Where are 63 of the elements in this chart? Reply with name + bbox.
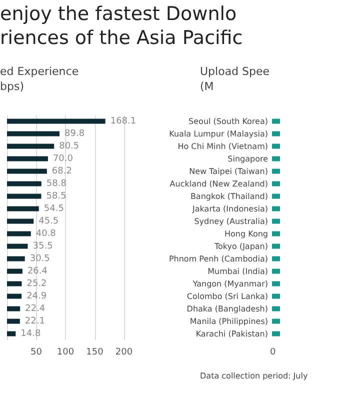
text: 70.0: [52, 154, 73, 164]
y-tick-label: New Taipei (Taiwan): [189, 166, 268, 176]
bar: [7, 268, 22, 274]
text: 0: [270, 348, 276, 358]
y-tick-label: Manila (Philippines): [190, 316, 268, 326]
y-tick-label: Hong Kong: [224, 229, 268, 238]
y-tick-label: Bangkok (Thailand): [190, 192, 268, 201]
text: 54.5: [44, 204, 64, 214]
bar: [7, 181, 42, 186]
x-tick-label: 50: [30, 348, 42, 358]
text: 25.2: [26, 278, 47, 289]
x-tick-label: 200: [115, 348, 133, 358]
text: 30.5: [30, 254, 50, 264]
y-tick-label: Karachi (Pakistan): [196, 329, 268, 338]
y-tick-label: Mumbai (India): [208, 266, 268, 276]
x-axis-title: Upload Spee (M: [200, 65, 270, 93]
text: 14.8: [20, 328, 41, 339]
x-tick-label: 100: [56, 348, 74, 358]
bar: [7, 256, 25, 262]
bar: [7, 331, 16, 336]
y-tick-label: Auckland (New Zealand): [170, 179, 268, 188]
text: Data collection period: July: [200, 372, 308, 380]
text: 22.4: [25, 304, 46, 314]
bar: [7, 168, 47, 174]
y-tick-label: Tokyo (Japan): [214, 242, 268, 251]
y-tick-label: Sydney (Australia): [194, 216, 268, 226]
bar: [7, 218, 34, 224]
text: 45.5: [38, 216, 59, 226]
bar: [7, 131, 60, 136]
bar: [7, 156, 48, 162]
x-axis-title: ed Experience bps): [0, 65, 79, 93]
text: 26.4: [27, 266, 48, 276]
text: 24.9: [26, 291, 47, 302]
bar: [7, 244, 28, 249]
bar: [7, 281, 22, 286]
y-tick-label: Seoul (South Korea): [188, 116, 268, 126]
text: 22.1: [24, 316, 45, 326]
y-tick-label: Ho Chi Minh (Vietnam): [178, 142, 268, 151]
text: 168.1: [110, 116, 136, 126]
text: 89.8: [64, 128, 85, 139]
y-tick-label: Jakarta (Indonesia): [192, 204, 268, 214]
y-tick-label: Singapore: [228, 154, 268, 164]
text: 58.8: [46, 178, 66, 189]
bar: [7, 118, 106, 124]
text: 40.8: [36, 228, 56, 239]
bar: [7, 144, 54, 149]
bar: [7, 231, 31, 236]
bar: [7, 306, 20, 312]
bar: [7, 206, 39, 212]
bar: [7, 318, 20, 324]
bar: [7, 194, 42, 199]
y-tick-label: Phnom Penh (Cambodia): [168, 254, 268, 264]
y-tick-label: Colombo (Sri Lanka): [186, 292, 268, 301]
y-tick-label: Kuala Lumpur (Malaysia): [169, 129, 268, 138]
bar: [7, 294, 22, 299]
y-tick-label: Yangon (Myanmar): [192, 279, 268, 288]
y-tick-label: Dhaka (Bangladesh): [186, 304, 268, 314]
text: 35.5: [32, 241, 53, 252]
chart-title: enjoy the fastest Downlo riences of the Asia Pacific: [0, 2, 244, 50]
x-tick-label: 150: [86, 348, 104, 358]
text: 58.5: [46, 191, 66, 202]
text: 68.2: [52, 166, 72, 176]
text: 80.5: [59, 141, 80, 152]
